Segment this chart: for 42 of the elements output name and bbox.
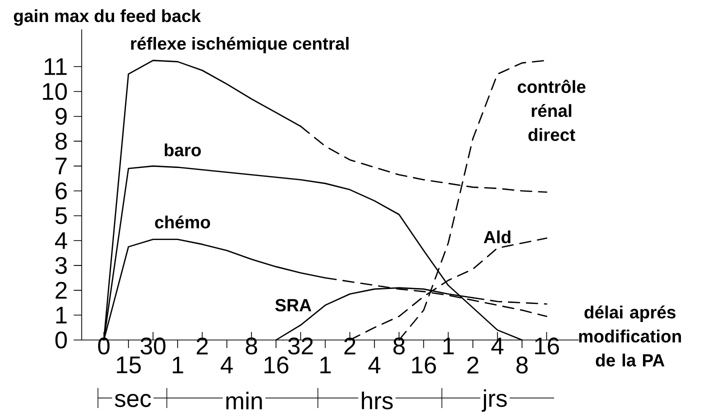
y-tick-label: 2	[56, 282, 67, 299]
x-tick-label: 8	[246, 337, 258, 354]
x-tick-label: 8	[516, 356, 528, 374]
x-tick-label: 30	[140, 337, 166, 354]
x-tick-label: 0	[98, 337, 110, 354]
y-tick-label: 9	[56, 108, 67, 125]
y-tick-label: 11	[44, 58, 67, 75]
y-tick-label: 4	[55, 232, 68, 249]
x-tick-label: 32	[288, 337, 313, 354]
series-label: baro	[164, 143, 201, 156]
series-label: Ald	[484, 230, 510, 244]
series-label: contrôle rénal direct	[518, 80, 586, 141]
x-tick-label: 4	[491, 338, 504, 354]
x-tick-label: 16	[264, 356, 288, 374]
text: sec	[114, 394, 151, 408]
x-tick-label: 1	[172, 356, 184, 374]
y-axis-title: gain max du feed back	[14, 9, 201, 26]
y-tick-label: 3	[55, 256, 67, 274]
y-tick-label: 10	[42, 82, 67, 100]
x-tick-label: 2	[344, 338, 356, 354]
x-tick-label: 1	[320, 356, 331, 374]
x-tick-label: 4	[220, 356, 233, 374]
x-axis-title: délai aprés modification de la PA	[579, 306, 681, 367]
text: min	[226, 392, 262, 410]
y-tick-label: 1	[56, 306, 67, 324]
x-tick-label: 8	[393, 337, 405, 354]
series-label: SRA	[275, 299, 312, 312]
x-tick-label: 1	[443, 338, 454, 354]
y-tick-label: 5	[55, 207, 67, 224]
y-tick-label: 7	[56, 158, 67, 174]
x-tick-label: 15	[116, 356, 141, 374]
x-tick-label: 4	[368, 356, 380, 374]
x-tick-label: 16	[535, 337, 559, 354]
text: hrs	[362, 392, 393, 410]
x-tick-label: 16	[412, 356, 436, 374]
series-label: réflexe ischémique central	[131, 36, 349, 54]
x-tick-label: 2	[196, 338, 208, 354]
series-label: chémo	[155, 215, 210, 228]
y-tick-label: 8	[56, 132, 67, 150]
text: jrs	[482, 389, 507, 412]
x-tick-label: 2	[467, 356, 478, 374]
y-tick-label: 6	[56, 182, 67, 200]
